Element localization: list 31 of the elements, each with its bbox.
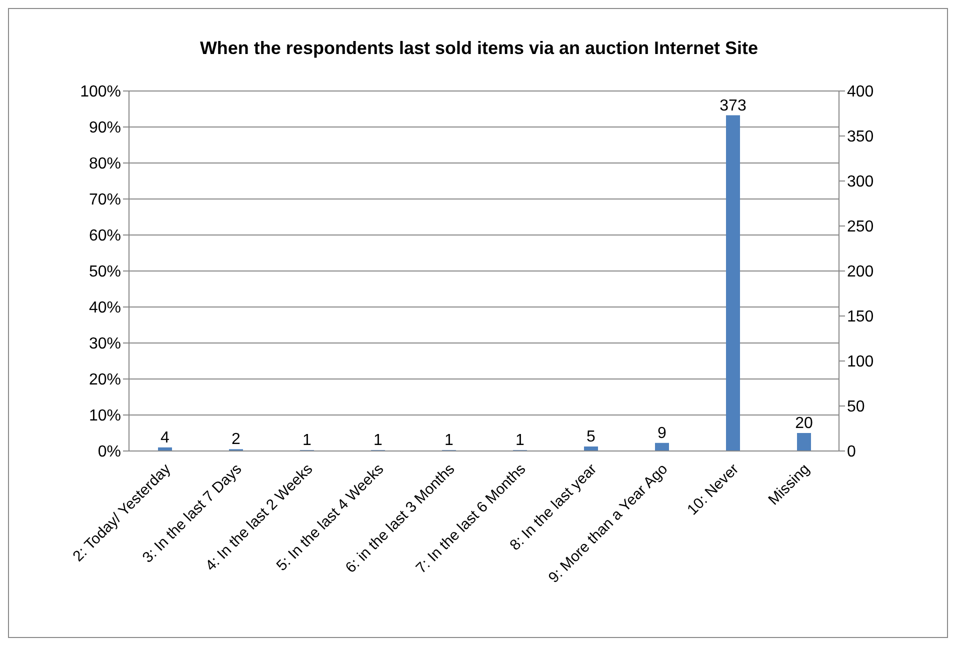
data-label: 373 (720, 97, 746, 114)
data-label: 1 (374, 432, 383, 450)
data-label: 1 (302, 432, 312, 450)
data-label: 9 (658, 424, 667, 442)
data-label: 2 (232, 431, 241, 448)
y-tick-label: 90% (88, 120, 121, 137)
y-tick-label: 40% (88, 300, 121, 317)
data-label: 20 (795, 415, 813, 432)
y2-tick-label: 0 (847, 444, 856, 461)
data-label: 5 (586, 428, 596, 446)
y-tick-label: 70% (88, 192, 121, 209)
y2-tick-label: 400 (847, 84, 874, 101)
data-label: 1 (444, 432, 454, 450)
data-label: 1 (516, 432, 525, 450)
y2-tick-label: 100 (847, 354, 874, 371)
chart-title: When the respondents last sold items via an auction Internet Site (200, 37, 758, 59)
y-tick-label: 20% (88, 372, 121, 389)
y-tick-label: 100% (80, 84, 121, 101)
y2-tick-label: 250 (847, 218, 874, 236)
y-tick-label: 10% (88, 408, 121, 425)
y2-tick-label: 50 (847, 398, 865, 416)
y-tick-label: 0% (98, 444, 121, 461)
y-tick-label: 60% (88, 228, 121, 245)
y-tick-label: 80% (88, 156, 121, 173)
data-label: 4 (160, 429, 170, 446)
y-tick-label: 30% (88, 336, 121, 353)
y2-tick-label: 350 (847, 128, 874, 146)
y2-tick-label: 150 (847, 308, 874, 326)
y-tick-label: 50% (88, 264, 121, 281)
y2-tick-label: 200 (847, 264, 874, 281)
y2-tick-label: 300 (847, 174, 874, 191)
